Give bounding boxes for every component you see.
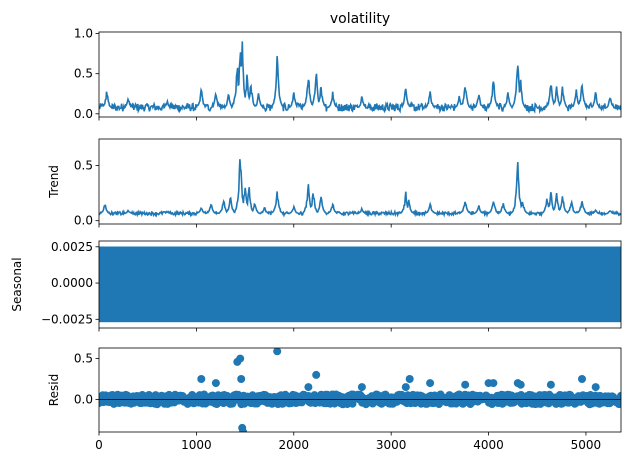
series-line (99, 41, 621, 115)
y-tick-label: −0.0025 (41, 312, 93, 326)
y-tick-label: 0.0 (74, 392, 93, 406)
x-tick-label: 4000 (473, 438, 504, 452)
axes-frame (98, 347, 622, 433)
resid-outlier-point (516, 380, 525, 389)
panel-title: volatility (330, 11, 390, 27)
x-tick-label: 1000 (181, 438, 212, 452)
volatility-panel: 0.0 0.5 1.0 volatility (74, 11, 622, 121)
x-tick-label: 2000 (279, 438, 310, 452)
resid-outlier-point (405, 375, 414, 383)
axes-frame (98, 138, 622, 225)
seasonal-panel: −0.0025 0.0000 0.0025 Seasonal (10, 240, 622, 332)
resid-outlier-point (237, 375, 246, 383)
resid-outlier-point (591, 383, 600, 392)
x-tick-label: 0 (95, 438, 103, 452)
y-axis-label: Resid (47, 374, 61, 406)
resid-outlier-point (546, 380, 555, 389)
y-tick-label: 0.5 (74, 158, 93, 172)
plot-area (99, 246, 621, 323)
resid-outlier-point (312, 370, 321, 379)
resid-point (616, 397, 621, 406)
resid-outlier-point (273, 348, 282, 356)
seasonal-band (99, 246, 621, 323)
resid-outlier-point (461, 380, 470, 389)
plot-area (99, 159, 621, 218)
y-tick-label: 0.5 (74, 352, 93, 366)
y-axis-label: Trend (47, 165, 61, 199)
resid-outlier-point (426, 379, 435, 388)
plot-area (99, 41, 621, 115)
resid-point (617, 391, 621, 400)
plot-area (99, 348, 621, 432)
resid-outlier-point (239, 428, 248, 432)
resid-points (99, 348, 621, 432)
y-tick-label: 0.5 (74, 67, 93, 81)
resid-outlier-point (197, 375, 206, 383)
resid-outlier-point (304, 383, 313, 392)
series-line (99, 159, 621, 218)
x-tick-label: 3000 (376, 438, 407, 452)
y-tick-label: 1.0 (74, 27, 93, 41)
resid-outlier-point (236, 354, 245, 363)
axes-frame (98, 31, 622, 118)
resid-outlier-point (357, 383, 366, 392)
y-tick-label: 0.0 (74, 214, 93, 228)
resid-outlier-point (401, 383, 410, 392)
resid-panel: 0.0 0.5 0 1000 2000 3000 4000 5000 Resid (47, 347, 622, 452)
resid-outlier-point (578, 375, 586, 383)
y-tick-label: 0.0025 (51, 240, 93, 254)
axes-frame (98, 240, 622, 329)
trend-panel: 0.0 0.5 Trend (47, 138, 622, 228)
y-tick-label: 0.0 (74, 107, 93, 121)
resid-outlier-point (489, 379, 498, 388)
x-tick-label: 5000 (571, 438, 602, 452)
resid-outlier-point (211, 379, 220, 388)
y-tick-label: 0.0000 (51, 276, 93, 290)
y-axis-label: Seasonal (10, 257, 24, 311)
